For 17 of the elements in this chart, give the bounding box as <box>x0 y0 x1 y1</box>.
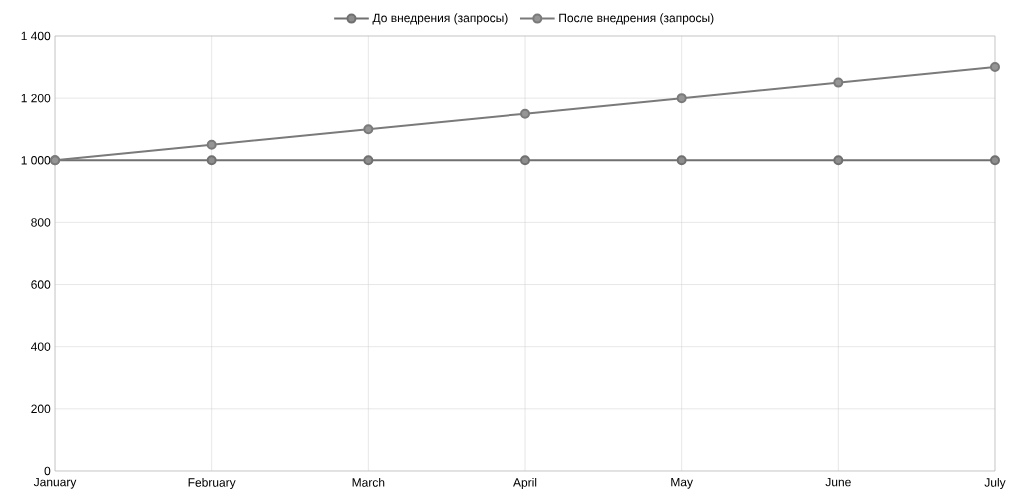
y-tick-label: 1 200 <box>21 93 51 103</box>
x-tick-label: February <box>188 477 236 490</box>
legend-label: После внедрения (запросы) <box>559 13 714 25</box>
x-tick-label: April <box>513 477 537 490</box>
y-tick-label: 800 <box>31 218 51 227</box>
x-tick-label: July <box>984 477 1006 490</box>
x-tick-label: March <box>352 477 385 487</box>
x-tick-label: January <box>33 477 77 489</box>
y-tick-label: 600 <box>31 280 51 289</box>
y-tick-label: 1 400 <box>21 31 51 41</box>
y-tick-label: 1 000 <box>21 156 51 165</box>
y-tick-label: 200 <box>31 404 51 414</box>
legend-label: До внедрения (запросы) <box>372 13 508 25</box>
y-tick-label: 0 <box>44 466 51 476</box>
x-tick-label: May <box>671 477 693 489</box>
x-tick-label: June <box>825 477 851 487</box>
y-tick-label: 400 <box>31 342 51 351</box>
